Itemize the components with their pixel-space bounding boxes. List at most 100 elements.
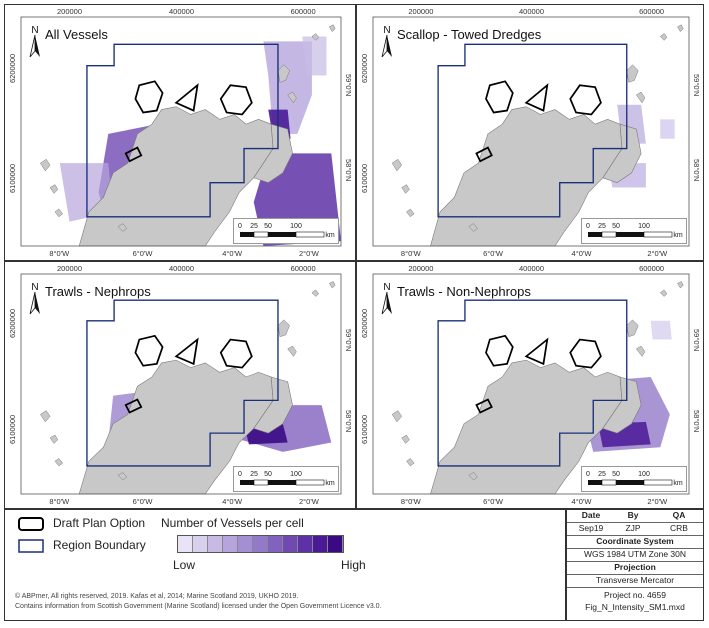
date-header: Date: [581, 510, 601, 520]
north-arrow-icon: N: [381, 25, 392, 58]
scale-seg: [253, 479, 269, 486]
north-label: N: [31, 25, 38, 36]
lon-tick: 4°0'W: [571, 497, 592, 506]
legend: Draft Plan Option Region Boundary Number…: [4, 509, 566, 621]
lat-tick-right: 58°0'N: [344, 410, 353, 433]
island: [287, 345, 297, 357]
island: [49, 184, 59, 194]
draft-plan-polygon: [219, 338, 253, 369]
scale-label: 50: [264, 223, 272, 230]
region-boundary: [437, 299, 628, 467]
map-canvas: [20, 273, 342, 495]
island: [635, 91, 646, 104]
x-tick-top: 200000: [57, 264, 83, 273]
land-east: [602, 123, 642, 183]
info-header-row: Date By QA: [567, 510, 703, 523]
scale-label: 0: [586, 471, 590, 478]
scale-bar: 0 25 50 100 km: [581, 218, 687, 244]
island: [659, 289, 668, 297]
lon-tick: 6°0'W: [483, 497, 503, 506]
region-boundary: [437, 43, 628, 218]
ramp-title: Number of Vessels per cell: [161, 516, 304, 530]
island: [468, 472, 478, 481]
scale-label: 100: [638, 223, 650, 230]
info-box: Date By QA Sep19 ZJP CRB Coordinate Syst…: [566, 509, 704, 621]
lat-tick-right: 58°0'N: [344, 158, 353, 182]
north-arrow-icon: N: [29, 282, 40, 315]
draft-plan-polygon: [524, 337, 549, 366]
draft-plan-polygon: [134, 80, 164, 114]
draft-plan-polygon: [569, 84, 602, 116]
panel-title: Trawls - Nephrops: [45, 284, 151, 299]
draft-plan-polygon: [475, 146, 493, 163]
by-header: By: [627, 510, 639, 520]
scale-label: 50: [264, 471, 272, 478]
scale-unit: km: [673, 480, 683, 487]
x-tick-top: 400000: [519, 7, 545, 16]
island: [329, 24, 336, 33]
date-value: Sep19: [578, 523, 604, 533]
island: [391, 158, 403, 172]
draft-plan-polygon: [524, 83, 549, 112]
ramp-swatch: [178, 536, 193, 552]
lon-tick: 6°0'W: [483, 249, 503, 258]
north-arrow-right: [387, 35, 392, 57]
credits-line-1: © ABPmer, All rights reserved, 2019. Kaf…: [15, 593, 299, 600]
region-boundary: [86, 299, 279, 467]
draft-plan-polygon: [485, 80, 514, 114]
north-label: N: [31, 282, 38, 293]
y-tick-left: 6200000: [360, 309, 369, 339]
land-mainland: [430, 359, 623, 495]
x-tick-top: 400000: [169, 264, 195, 273]
panel-title: Scallop - Towed Dredges: [397, 27, 542, 42]
island: [117, 223, 128, 232]
map-canvas: [372, 273, 690, 495]
x-tick-top: 200000: [408, 264, 434, 273]
map-panel-3: Trawls - Nephrops N 200000 400000 600000 8°0'…: [4, 261, 356, 509]
intensity-ramp: [177, 535, 344, 553]
lon-tick: 8°0'W: [49, 497, 70, 506]
island: [277, 64, 290, 83]
projection-header: Projection: [567, 562, 703, 575]
intensity-area: [660, 119, 675, 139]
scale-bar-graphic: 0 25 50 100 km: [586, 471, 683, 487]
lat-tick-right: 59°0'N: [692, 74, 701, 97]
island: [677, 281, 684, 289]
scale-unit: km: [673, 232, 683, 239]
scale-label: 100: [290, 223, 302, 230]
island: [40, 410, 51, 423]
lon-tick: 4°0'W: [571, 249, 592, 258]
scale-label: 50: [612, 223, 620, 230]
y-tick-left: 6100000: [360, 164, 369, 194]
coord-system-value: WGS 1984 UTM Zone 30N: [567, 549, 703, 562]
lat-tick-right: 59°0'N: [692, 329, 701, 352]
y-tick-left: 6100000: [360, 414, 369, 444]
scale-seg: [616, 232, 644, 237]
x-tick-top: 600000: [639, 7, 665, 16]
credits-line-2: Contains information from Scottish Gover…: [15, 603, 382, 610]
island: [277, 319, 290, 338]
intensity-area: [302, 36, 327, 76]
island: [468, 223, 478, 232]
x-tick-top: 600000: [290, 7, 316, 16]
draft-plan-polygon: [485, 334, 514, 367]
scale-label: 25: [598, 471, 606, 478]
map-canvas: [372, 16, 690, 247]
coord-system-header: Coordinate System: [567, 536, 703, 549]
project-number: Project no. 4659: [604, 590, 666, 600]
scale-seg: [601, 231, 617, 238]
scale-seg: [601, 479, 617, 486]
draft-plan-swatch: [18, 517, 44, 531]
scale-bar: 0 25 50 100 km: [233, 466, 339, 492]
scale-seg: [253, 231, 269, 238]
ramp-swatch: [328, 536, 343, 552]
draft-plan-polygon: [174, 337, 199, 366]
scale-label: 25: [250, 223, 258, 230]
x-tick-top: 600000: [639, 264, 665, 273]
north-arrow-right: [387, 292, 392, 314]
island: [391, 410, 403, 423]
map-panel-4: Trawls - Non-Nephrops N 200000 400000 600000…: [356, 261, 704, 509]
north-arrow-right: [35, 35, 40, 57]
ramp-swatch: [283, 536, 298, 552]
lat-tick-right: 59°0'N: [344, 329, 353, 352]
